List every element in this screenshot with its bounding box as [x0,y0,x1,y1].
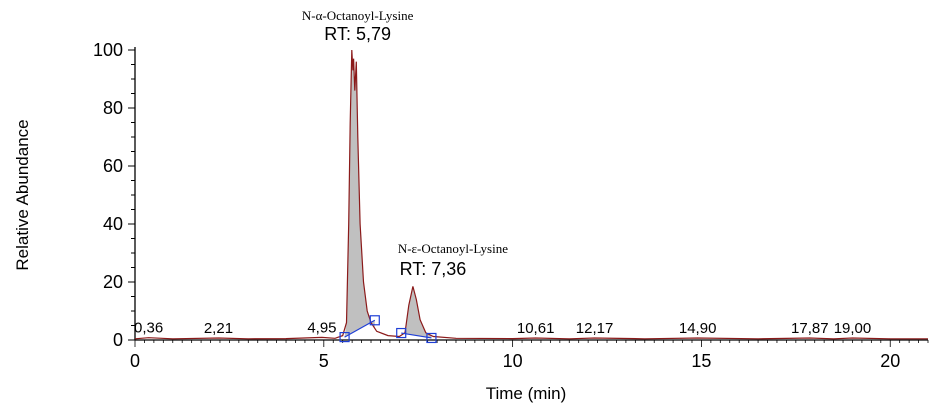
rt-label-alpha: RT: 5,79 [324,24,391,44]
trace-layer [134,49,928,340]
y-tick-label: 100 [93,40,123,60]
compound-label-alpha: N-α-Octanoyl-Lysine [302,8,414,23]
x-tick-label: 5 [319,351,329,371]
peak-rt-label: 14,90 [679,320,717,337]
peak-rt-label: 19,00 [834,320,872,337]
peak-rt-label: 4,95 [307,319,336,336]
y-tick-label: 60 [103,156,123,176]
x-tick-label: 10 [503,351,523,371]
peak-rt-label: 12,17 [576,320,614,337]
integration-marker-end [369,315,380,326]
integration-marker-end [426,332,437,344]
peak-rt-label: 17,87 [791,320,829,337]
compound-label-epsilon: N-ε-Octanoyl-Lysine [398,241,508,256]
y-axis-title: Relative Abundance [13,119,32,270]
x-tick-label: 15 [691,351,711,371]
peak-rt-label: 10,61 [517,320,555,337]
x-axis-title: Time (min) [486,384,567,403]
y-tick-label: 20 [103,272,123,292]
peak-area-1 [344,50,375,338]
peak-area-2 [401,286,432,338]
integration-marker-start [396,327,407,339]
peak-rt-label: 0,36 [134,320,163,337]
baseline-layer [339,315,437,344]
x-tick-label: 20 [880,351,900,371]
y-tick-label: 40 [103,214,123,234]
y-tick-label: 0 [113,330,123,350]
integration-marker-start [339,332,350,343]
chromatogram-trace [134,49,928,340]
x-tick-label: 0 [130,351,140,371]
axes: 0 20 40 60 80 100 0 5 10 15 20 [93,40,929,371]
peak-area-fills [344,50,432,338]
peak-labels: 0,36 2,21 4,95 10,61 12,17 14,90 17,87 19,00 N-α… [134,8,871,337]
y-tick-label: 80 [103,98,123,118]
peak-rt-label: 2,21 [204,320,233,337]
rt-label-epsilon: RT: 7,36 [400,259,467,279]
